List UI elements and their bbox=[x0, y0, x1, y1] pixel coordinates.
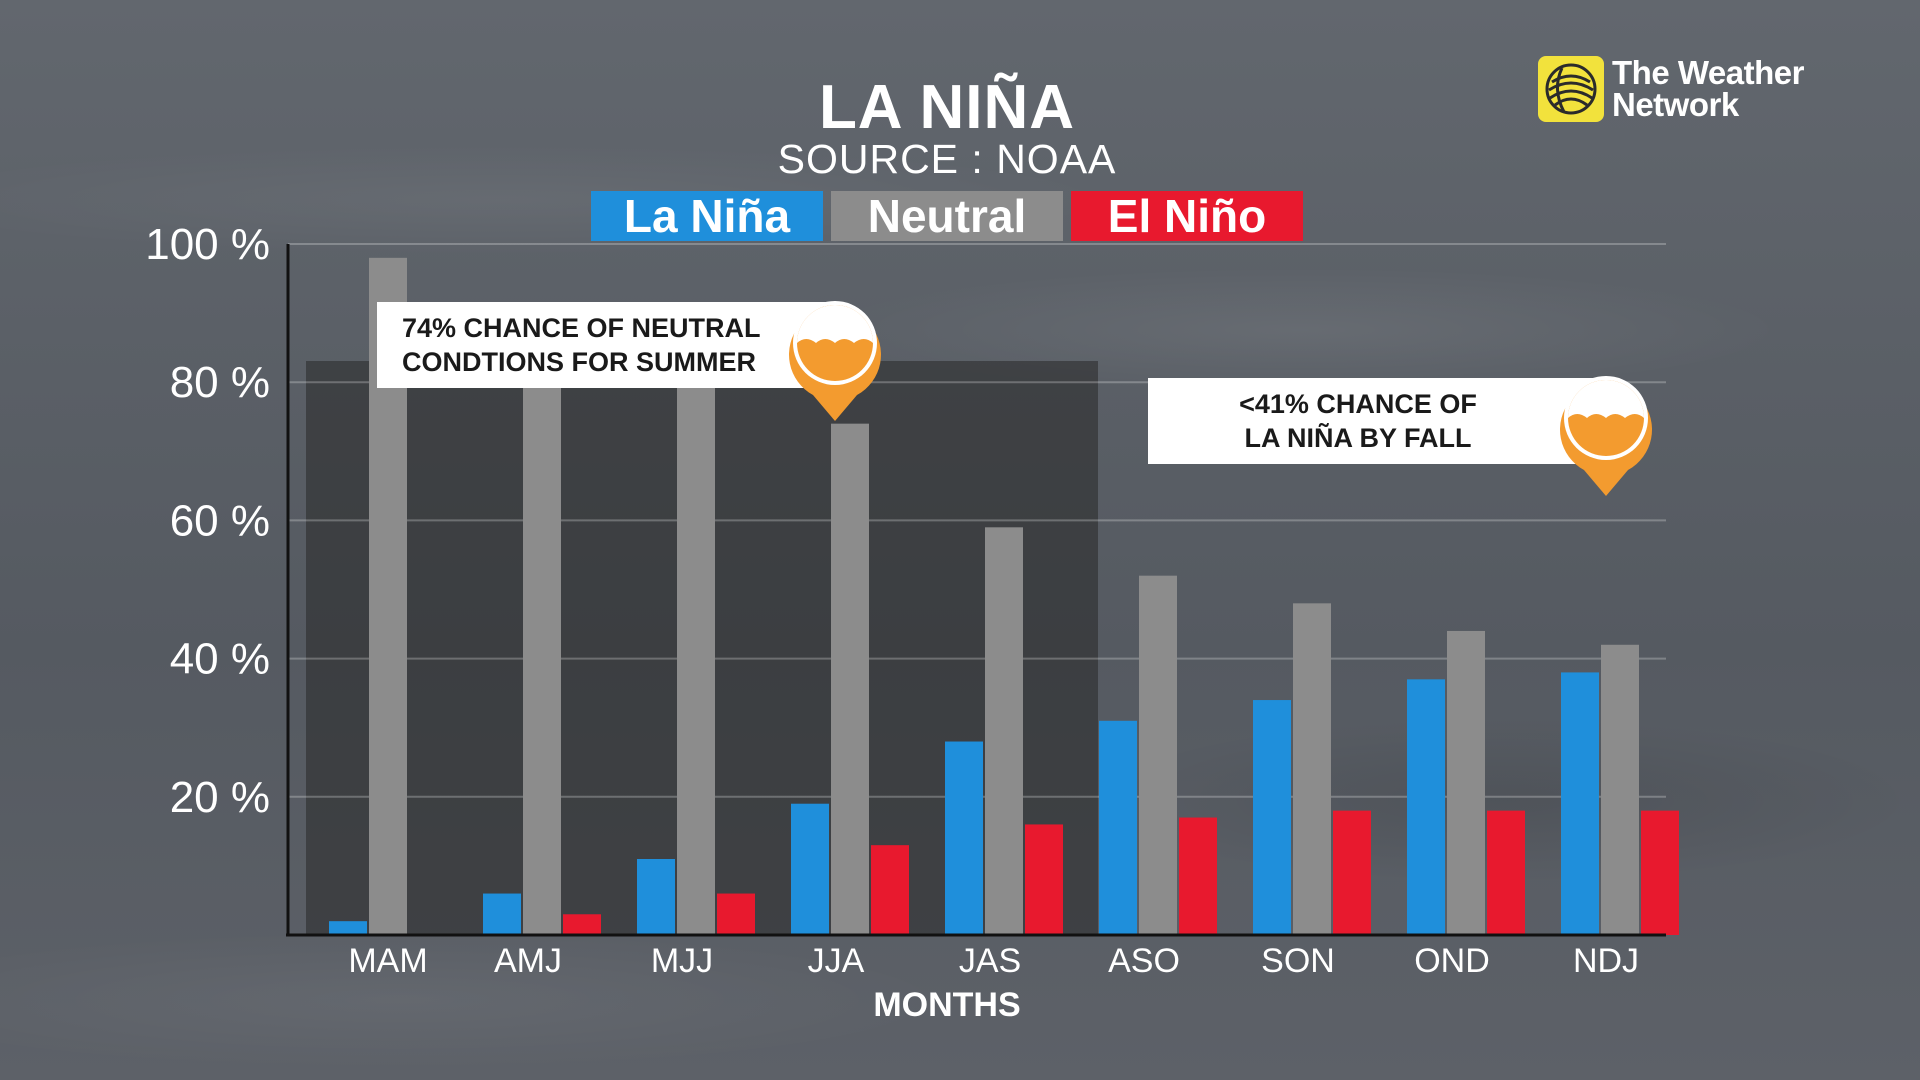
x-tick-label: MJJ bbox=[651, 942, 713, 980]
water-level-icon bbox=[1560, 376, 1652, 496]
legend-item-el-nino: El Niño bbox=[1071, 190, 1303, 242]
x-tick-label: NDJ bbox=[1573, 942, 1639, 980]
y-tick-label: 80 % bbox=[170, 358, 270, 407]
bar-la-ni-a-jja bbox=[791, 803, 829, 935]
brand-line-1: The Weather bbox=[1612, 54, 1804, 91]
bar-el-ni-o-aso bbox=[1179, 817, 1217, 935]
x-tick-label: OND bbox=[1414, 942, 1490, 980]
x-tick-label: JJA bbox=[808, 942, 865, 980]
callout-summer-line-2: CONDTIONS FOR SUMMER bbox=[402, 347, 756, 377]
bar-la-ni-a-amj bbox=[483, 893, 521, 935]
brand-name: The Weather Network bbox=[1612, 54, 1804, 123]
legend-item-la-nina: La Niña bbox=[591, 190, 823, 242]
bar-neutral-son bbox=[1293, 603, 1331, 935]
callout-summer-line-1: 74% CHANCE OF NEUTRAL bbox=[402, 313, 761, 343]
bar-la-ni-a-ond bbox=[1407, 679, 1445, 935]
bar-el-ni-o-jas bbox=[1025, 824, 1063, 935]
bar-neutral-mjj bbox=[677, 382, 715, 935]
bars bbox=[329, 257, 1679, 935]
chart-subtitle: SOURCE : NOAA bbox=[777, 136, 1117, 182]
globe-icon bbox=[1538, 56, 1604, 122]
x-tick-labels: MAM AMJ MJJ JJA JAS ASO SON OND NDJ bbox=[348, 942, 1639, 980]
x-tick-label: ASO bbox=[1108, 942, 1180, 980]
legend-item-neutral: Neutral bbox=[831, 190, 1063, 242]
callout-summer: 74% CHANCE OF NEUTRAL CONDTIONS FOR SUMM… bbox=[377, 302, 832, 388]
bar-el-ni-o-amj bbox=[563, 914, 601, 935]
brand-line-2: Network bbox=[1612, 86, 1739, 123]
bar-la-ni-a-aso bbox=[1099, 720, 1137, 935]
bar-la-ni-a-son bbox=[1253, 700, 1291, 935]
callout-fall: <41% CHANCE OF LA NIÑA BY FALL bbox=[1148, 378, 1604, 464]
bar-neutral-jas bbox=[985, 527, 1023, 935]
bar-el-ni-o-ond bbox=[1487, 810, 1525, 935]
x-tick-label: MAM bbox=[348, 942, 427, 980]
bar-neutral-jja bbox=[831, 423, 869, 935]
bar-la-ni-a-ndj bbox=[1561, 672, 1599, 935]
bar-la-ni-a-jas bbox=[945, 741, 983, 935]
y-tick-label: 20 % bbox=[170, 773, 270, 822]
y-tick-labels: 20 % 40 % 60 % 80 % 100 % bbox=[145, 220, 270, 822]
brand-logo: The Weather Network bbox=[1538, 56, 1804, 122]
bar-neutral-ndj bbox=[1601, 644, 1639, 935]
bar-neutral-aso bbox=[1139, 575, 1177, 935]
bar-neutral-ond bbox=[1447, 630, 1485, 935]
bar-neutral-amj bbox=[523, 382, 561, 935]
x-axis-label: MONTHS bbox=[873, 986, 1020, 1024]
bar-la-ni-a-mam bbox=[329, 921, 367, 935]
y-tick-label: 60 % bbox=[170, 496, 270, 545]
axes bbox=[286, 244, 1666, 937]
callout-fall-line-2: LA NIÑA BY FALL bbox=[1244, 423, 1472, 453]
bar-la-ni-a-mjj bbox=[637, 858, 675, 935]
bar-el-ni-o-jja bbox=[871, 845, 909, 935]
legend: La Niña Neutral El Niño bbox=[591, 190, 1303, 242]
bar-el-ni-o-ndj bbox=[1641, 810, 1679, 935]
x-tick-label: AMJ bbox=[494, 942, 562, 980]
y-tick-label: 40 % bbox=[170, 635, 270, 684]
x-tick-label: SON bbox=[1261, 942, 1335, 980]
x-tick-label: JAS bbox=[959, 942, 1021, 980]
callout-fall-line-1: <41% CHANCE OF bbox=[1239, 389, 1477, 419]
chart-title: LA NIÑA bbox=[818, 73, 1076, 142]
bar-el-ni-o-son bbox=[1333, 810, 1371, 935]
bar-el-ni-o-mjj bbox=[717, 893, 755, 935]
y-tick-label: 100 % bbox=[145, 220, 270, 269]
water-level-icon bbox=[789, 301, 881, 421]
